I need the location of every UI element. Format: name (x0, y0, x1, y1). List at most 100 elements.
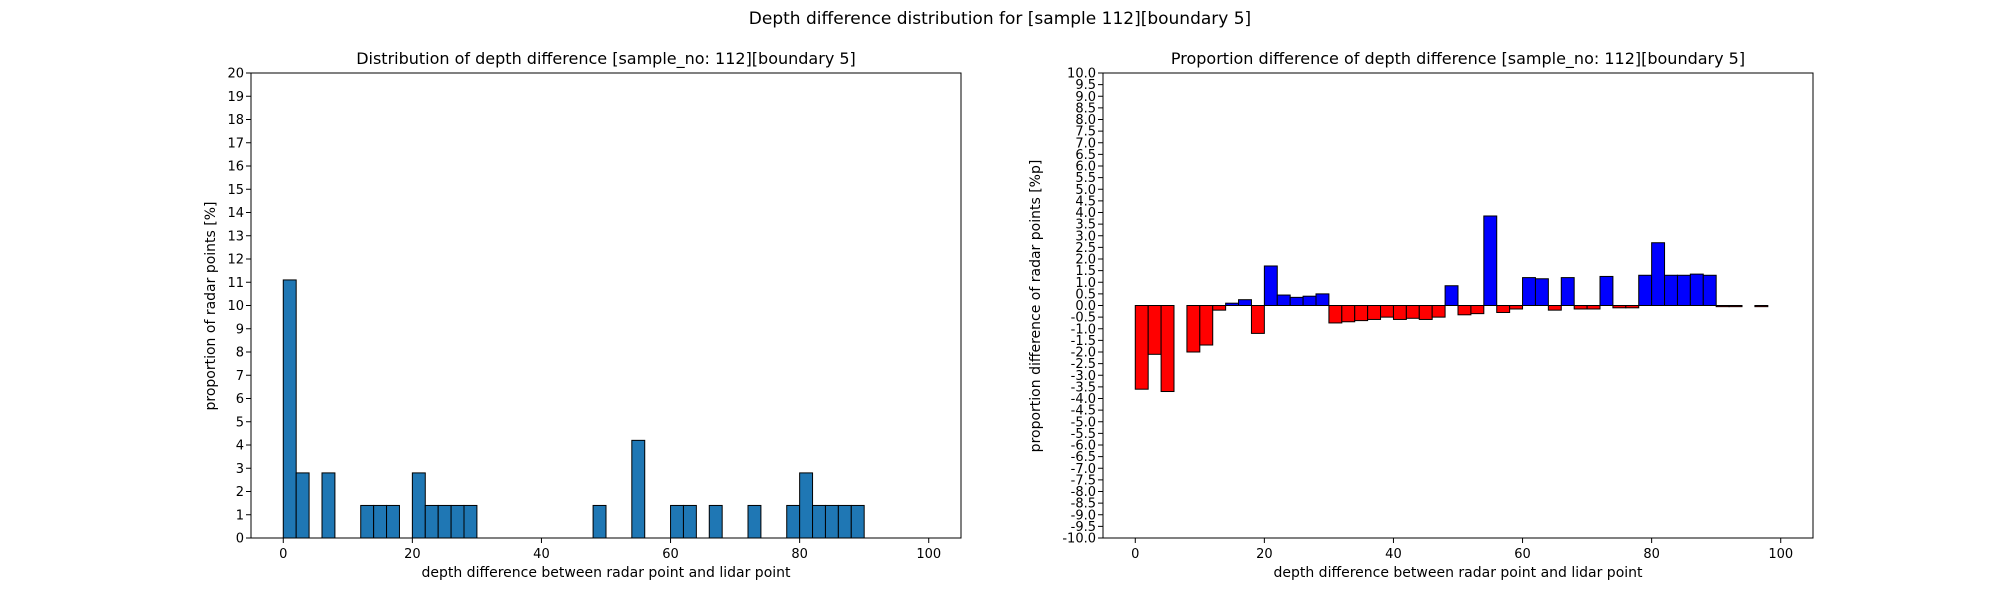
distribution-chart-bar (824, 504, 839, 539)
proportion-difference-chart-y-tick-label: 10.0 (1067, 67, 1096, 82)
proportion-difference-chart-y-tick-label: 9.0 (1075, 90, 1096, 105)
proportion-difference-chart-y-tick-label: 7.5 (1075, 125, 1096, 140)
distribution-chart-y-tick-label: 2 (236, 485, 244, 500)
proportion-difference-chart-y-tick-label: 4.5 (1075, 194, 1096, 209)
proportion-difference-chart-y-tick-label: 4.0 (1075, 206, 1096, 221)
proportion-difference-chart-y-tick-label: 0.5 (1075, 287, 1096, 302)
proportion-difference-chart-bar (1483, 215, 1498, 307)
proportion-difference-chart-x-tick-label: 40 (1385, 547, 1402, 562)
distribution-chart-bar (463, 504, 478, 539)
distribution-chart-y-tick-label: 3 (236, 462, 244, 477)
proportion-difference-chart-bar (1702, 274, 1717, 306)
proportion-difference-chart-bar (1651, 242, 1666, 306)
proportion-difference-chart-bar (1289, 296, 1304, 306)
distribution-chart-bar (812, 504, 826, 539)
distribution-chart-x-tick-label: 0 (279, 547, 287, 562)
proportion-difference-chart-bar (1625, 305, 1640, 309)
proportion-difference-chart-y-tick-label: -9.5 (1071, 520, 1096, 535)
distribution-chart-y-tick-label: 13 (227, 229, 244, 244)
distribution-chart-x-axis-label: depth difference between radar point and… (421, 565, 791, 581)
proportion-difference-chart-y-tick-label: 5.5 (1075, 171, 1096, 186)
proportion-difference-chart-bar (1418, 305, 1433, 320)
proportion-difference-chart-x-tick-label: 80 (1643, 547, 1660, 562)
proportion-difference-chart-bar (1638, 274, 1653, 306)
distribution-chart-bar (837, 504, 852, 539)
proportion-difference-chart-bar (1573, 305, 1588, 310)
distribution-chart-bar (850, 504, 865, 539)
proportion-difference-chart-bar (1341, 305, 1356, 323)
distribution-chart-y-tick-label: 1 (236, 508, 244, 523)
proportion-difference-chart-y-tick-label: -1.0 (1071, 322, 1096, 337)
distribution-chart-plot-area (250, 72, 962, 539)
proportion-difference-chart-y-tick-label: -5.0 (1071, 415, 1096, 430)
distribution-chart-bar (631, 439, 646, 539)
proportion-difference-chart-bar (1728, 305, 1743, 308)
proportion-difference-chart-y-tick-label: 6.5 (1075, 148, 1096, 163)
distribution-chart-y-tick-label: 16 (227, 160, 244, 175)
proportion-difference-chart-bar (1715, 305, 1730, 308)
proportion-difference-chart-bar (1444, 285, 1459, 306)
proportion-difference-chart-bar (1612, 305, 1627, 309)
distribution-chart-y-tick-label: 8 (236, 346, 244, 361)
proportion-difference-chart-bar (1212, 305, 1227, 311)
distribution-chart-bar (450, 504, 465, 539)
distribution-chart-bar (799, 472, 814, 539)
proportion-difference-chart-y-tick-label: -4.0 (1071, 392, 1096, 407)
distribution-chart-y-tick-label: 10 (227, 299, 244, 314)
distribution-chart-y-tick-label: 0 (236, 532, 244, 547)
proportion-difference-chart-y-tick-label: -6.0 (1071, 439, 1096, 454)
proportion-difference-chart-bar (1276, 294, 1291, 307)
proportion-difference-chart-bar (1522, 277, 1536, 307)
proportion-difference-chart-bar (1147, 305, 1162, 355)
proportion-difference-chart-bar (1689, 273, 1704, 306)
proportion-difference-chart-bar (1263, 265, 1278, 307)
distribution-chart-x-tick-label: 20 (404, 547, 421, 562)
proportion-difference-chart-y-tick-label: 8.5 (1075, 101, 1096, 116)
distribution-chart-bar (386, 504, 400, 539)
proportion-difference-chart-y-tick-label: 8.0 (1075, 113, 1096, 128)
proportion-difference-chart-y-tick-label: 9.5 (1075, 78, 1096, 93)
proportion-difference-chart-bar (1380, 305, 1394, 318)
proportion-difference-chart-bar (1664, 274, 1678, 306)
proportion-difference-chart-bar (1676, 274, 1691, 306)
proportion-difference-chart-bar (1431, 305, 1446, 318)
distribution-chart-y-tick-label: 20 (227, 67, 244, 82)
proportion-difference-chart-bar (1328, 305, 1343, 324)
distribution-chart-bar (682, 504, 697, 539)
proportion-difference-chart-y-tick-label: -5.5 (1071, 427, 1096, 442)
proportion-difference-chart-bar (1457, 305, 1472, 316)
distribution-chart-x-tick-label: 40 (533, 547, 550, 562)
distribution-chart-y-tick-label: 9 (236, 322, 244, 337)
proportion-difference-chart-y-tick-label: 1.0 (1075, 276, 1096, 291)
proportion-difference-chart-y-tick-label: -9.0 (1071, 508, 1096, 523)
distribution-chart-y-tick-label: 11 (227, 276, 244, 291)
proportion-difference-chart-bar (1599, 275, 1614, 307)
proportion-difference-chart-y-tick-label: 3.5 (1075, 218, 1096, 233)
proportion-difference-chart-y-tick-label: 2.5 (1075, 241, 1096, 256)
proportion-difference-chart-bar (1160, 305, 1175, 393)
proportion-difference-chart-y-tick-label: -3.0 (1071, 369, 1096, 384)
proportion-difference-chart-y-tick-label: -8.0 (1071, 485, 1096, 500)
proportion-difference-chart-bar (1238, 299, 1252, 307)
proportion-difference-chart: Proportion difference of depth differenc… (1028, 49, 1814, 581)
proportion-difference-chart-bar (1534, 278, 1549, 307)
proportion-difference-chart-bar (1509, 305, 1524, 310)
proportion-difference-chart-y-tick-label: 2.0 (1075, 253, 1096, 268)
proportion-difference-chart-y-tick-label: -7.0 (1071, 462, 1096, 477)
proportion-difference-chart-bar (1315, 293, 1330, 307)
distribution-chart-bar (424, 504, 439, 539)
distribution-chart-y-axis-label: proportion of radar points [%] (203, 201, 219, 410)
proportion-difference-chart-title: Proportion difference of depth differenc… (1171, 49, 1745, 69)
proportion-difference-chart-bar (1405, 305, 1420, 319)
proportion-difference-chart-bar (1250, 305, 1265, 334)
proportion-difference-chart-y-tick-label: -2.0 (1071, 346, 1096, 361)
distribution-chart-y-tick-label: 4 (236, 439, 244, 454)
distribution-chart-x-tick-label: 60 (662, 547, 679, 562)
distribution-chart-bar (411, 472, 426, 539)
distribution-chart-bar (670, 504, 684, 539)
proportion-difference-chart-y-tick-label: -3.5 (1071, 380, 1096, 395)
proportion-difference-chart-bar (1367, 305, 1382, 320)
distribution-chart-y-tick-label: 12 (227, 253, 244, 268)
proportion-difference-chart-y-tick-label: -1.5 (1071, 334, 1096, 349)
